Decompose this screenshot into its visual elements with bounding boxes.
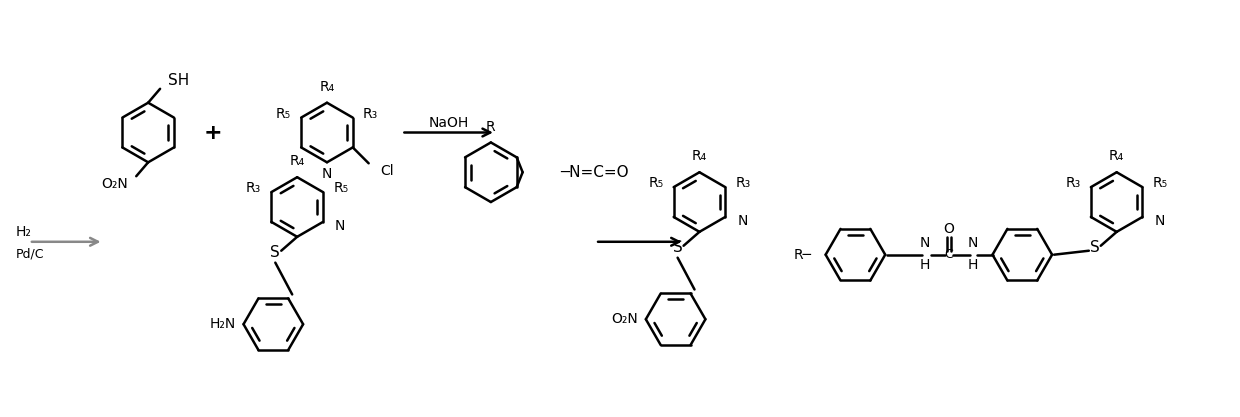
Text: R₃: R₃ — [246, 181, 262, 195]
Text: R₅: R₅ — [649, 176, 663, 190]
Text: SH: SH — [169, 73, 190, 88]
Text: R₃: R₃ — [1065, 176, 1080, 190]
Text: H: H — [920, 258, 930, 271]
Text: H₂: H₂ — [16, 225, 32, 239]
Text: Cl: Cl — [381, 164, 394, 178]
Text: N: N — [335, 219, 345, 233]
Text: +: + — [203, 123, 222, 143]
Text: S: S — [1090, 240, 1100, 255]
Text: N: N — [1154, 214, 1164, 228]
Text: Pd/C: Pd/C — [16, 247, 45, 260]
Text: O₂N: O₂N — [611, 312, 637, 326]
Text: H₂N: H₂N — [210, 317, 236, 331]
Text: H: H — [967, 258, 978, 271]
Text: S: S — [673, 240, 682, 255]
Text: R₄: R₄ — [692, 149, 707, 163]
Text: R₃: R₃ — [363, 107, 378, 121]
Text: R: R — [486, 120, 496, 133]
Text: R₄: R₄ — [289, 154, 305, 168]
Text: R₅: R₅ — [334, 181, 348, 195]
Text: N: N — [738, 214, 748, 228]
Text: R₅: R₅ — [275, 107, 291, 121]
Text: O₂N: O₂N — [102, 177, 128, 191]
Text: C: C — [945, 248, 954, 261]
Text: R─: R─ — [794, 248, 812, 262]
Text: R₃: R₃ — [735, 176, 750, 190]
Text: NaOH: NaOH — [429, 116, 469, 130]
Text: N: N — [920, 236, 930, 250]
Text: R₅: R₅ — [1153, 176, 1168, 190]
Text: R₄: R₄ — [320, 80, 335, 94]
Text: O: O — [944, 222, 955, 236]
Text: R₄: R₄ — [1109, 149, 1125, 163]
Text: N: N — [967, 236, 978, 250]
Text: ─N=C=O: ─N=C=O — [560, 165, 629, 180]
Text: S: S — [270, 245, 280, 260]
Text: N: N — [321, 167, 332, 181]
